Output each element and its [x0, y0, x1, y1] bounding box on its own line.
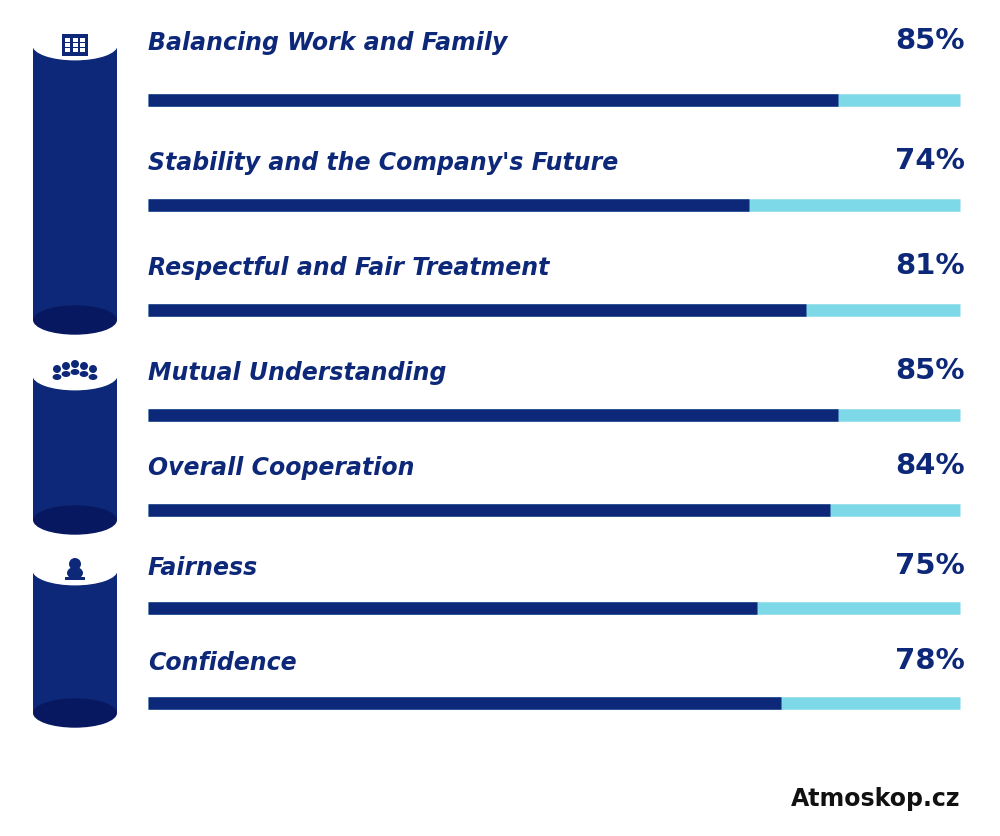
- Ellipse shape: [33, 505, 117, 535]
- Bar: [65, 48, 70, 52]
- Ellipse shape: [33, 305, 117, 334]
- Circle shape: [53, 365, 61, 373]
- Text: 84%: 84%: [895, 452, 965, 480]
- Bar: [65, 38, 70, 42]
- Ellipse shape: [33, 698, 117, 727]
- Ellipse shape: [33, 555, 117, 584]
- Text: 75%: 75%: [895, 552, 965, 580]
- Text: Stability and the Company's Future: Stability and the Company's Future: [148, 151, 618, 175]
- Text: 81%: 81%: [895, 252, 965, 280]
- Ellipse shape: [33, 360, 117, 390]
- Text: 85%: 85%: [896, 27, 965, 55]
- Ellipse shape: [67, 567, 83, 579]
- Text: 85%: 85%: [896, 357, 965, 385]
- Polygon shape: [33, 45, 117, 320]
- Circle shape: [80, 362, 88, 370]
- Ellipse shape: [53, 374, 61, 380]
- Bar: [72, 43, 78, 47]
- Ellipse shape: [89, 374, 97, 380]
- Ellipse shape: [33, 30, 117, 59]
- Bar: [80, 48, 85, 52]
- Bar: [65, 577, 85, 580]
- Polygon shape: [33, 570, 117, 713]
- Bar: [72, 38, 78, 42]
- Ellipse shape: [71, 369, 79, 375]
- Polygon shape: [33, 375, 117, 520]
- Text: 78%: 78%: [895, 647, 965, 675]
- Text: Respectful and Fair Treatment: Respectful and Fair Treatment: [148, 256, 549, 280]
- Circle shape: [89, 365, 97, 373]
- Text: Balancing Work and Family: Balancing Work and Family: [148, 31, 507, 55]
- Circle shape: [69, 558, 81, 570]
- Text: 74%: 74%: [895, 147, 965, 175]
- Ellipse shape: [80, 371, 88, 377]
- Text: Atmoskop.cz: Atmoskop.cz: [790, 787, 960, 811]
- Text: Mutual Understanding: Mutual Understanding: [148, 361, 446, 385]
- Circle shape: [71, 360, 79, 368]
- Bar: [72, 48, 78, 52]
- Circle shape: [62, 362, 70, 370]
- Ellipse shape: [62, 371, 70, 377]
- Bar: [65, 43, 70, 47]
- Bar: [62, 34, 88, 56]
- Bar: [80, 38, 85, 42]
- Text: Confidence: Confidence: [148, 651, 297, 675]
- Text: Overall Cooperation: Overall Cooperation: [148, 456, 415, 480]
- Text: Fairness: Fairness: [148, 556, 258, 580]
- Bar: [80, 43, 85, 47]
